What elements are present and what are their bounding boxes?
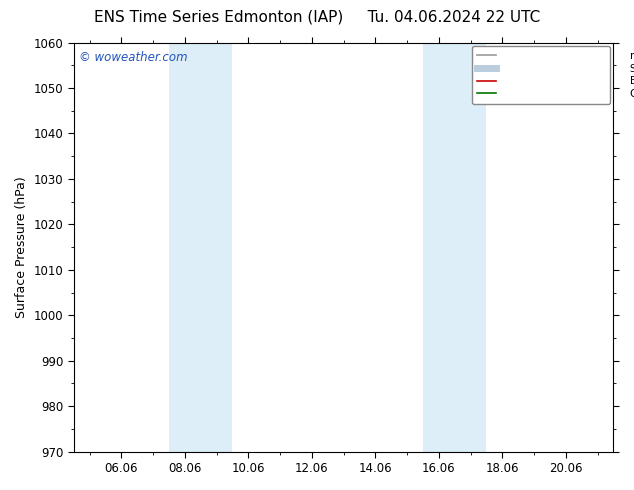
Y-axis label: Surface Pressure (hPa): Surface Pressure (hPa) (15, 176, 28, 318)
Legend: min/max, Standard deviation, Ensemble mean run, Controll run: min/max, Standard deviation, Ensemble me… (472, 46, 611, 104)
Bar (169, 43, 233, 452)
Bar (423, 43, 486, 452)
Text: © woweather.com: © woweather.com (79, 51, 188, 64)
Text: ENS Time Series Edmonton (IAP)     Tu. 04.06.2024 22 UTC: ENS Time Series Edmonton (IAP) Tu. 04.06… (94, 10, 540, 25)
